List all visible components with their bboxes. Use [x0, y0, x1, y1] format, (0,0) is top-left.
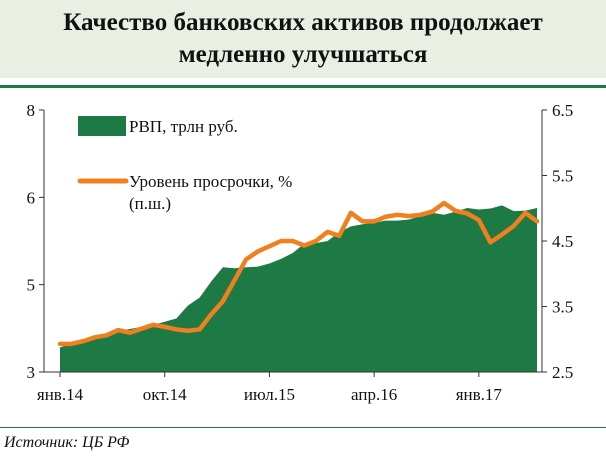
x-tick-label: июл.15: [244, 385, 295, 404]
chart-title-banner: Качество банковских активов продолжает м…: [0, 0, 606, 78]
title-divider: [0, 85, 606, 88]
footer-divider: [0, 427, 606, 428]
axes-layer: 8 6 5 3 6.5 5.5 4.5 3.5 2.5 янв.14 окт.14 июл.15 апр…: [27, 101, 574, 404]
legend: РВП, трлн руб. Уровень просрочки, % (п.ш.): [77, 116, 292, 213]
y-right-tick-label: 4.5: [552, 232, 573, 251]
legend-swatch-rvp: [78, 116, 126, 136]
legend-label-rvp: РВП, трлн руб.: [129, 117, 238, 136]
x-tick-label: янв.14: [37, 385, 84, 404]
area-series-layer: [60, 205, 537, 372]
y-left-tick-label: 5: [27, 276, 36, 295]
line-series-layer: [57, 200, 540, 347]
area-rvp: [60, 205, 537, 372]
y-right-tick-label: 2.5: [552, 363, 573, 382]
line-overdue-level: [57, 200, 540, 347]
y-right-tick-label: 5.5: [552, 167, 573, 186]
x-tick-label: янв.17: [456, 385, 503, 404]
x-tick-label: окт.14: [143, 385, 187, 404]
y-right-tick-label: 3.5: [552, 298, 573, 317]
y-left-tick-label: 3: [27, 363, 36, 382]
y-left-tick-label: 6: [27, 188, 36, 207]
legend-label-overdue: Уровень просрочки, % (п.ш.): [129, 172, 292, 213]
combo-area-line-chart: 8 6 5 3 6.5 5.5 4.5 3.5 2.5 янв.14 окт.14 июл.15 апр…: [27, 101, 574, 404]
y-left-tick-label: 8: [27, 101, 36, 120]
chart-area: 8 6 5 3 6.5 5.5 4.5 3.5 2.5 янв.14 окт.14 июл.15 апр…: [0, 88, 606, 428]
chart-title: Качество банковских активов продолжает м…: [63, 9, 543, 68]
x-tick-label: апр.16: [351, 385, 397, 404]
source-note: Источник: ЦБ РФ: [4, 434, 130, 451]
y-right-tick-label: 6.5: [552, 101, 573, 120]
